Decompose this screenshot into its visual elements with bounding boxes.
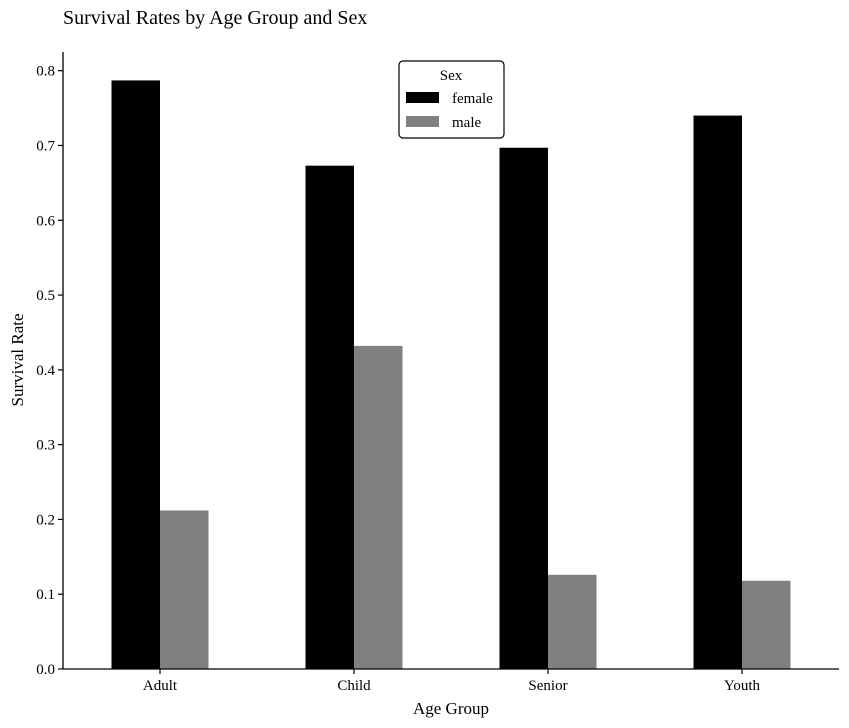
bar-female-senior	[499, 147, 548, 669]
x-tick-label-senior: Senior	[528, 678, 567, 694]
legend-title: Sex	[440, 68, 463, 84]
legend-swatch-female	[406, 92, 439, 103]
legend-label-female: female	[452, 91, 493, 107]
y-tick-label: 0.2	[36, 512, 55, 528]
legend-items: female male	[406, 91, 493, 131]
y-tick-label: 0.5	[36, 288, 55, 304]
y-tick-label: 0.7	[36, 138, 55, 154]
y-ticks: 0.0 0.1 0.2 0.3 0.4 0.5 0.6 0.7 0.8	[36, 64, 63, 678]
bar-female-child	[305, 165, 354, 669]
y-tick-label: 0.4	[36, 363, 55, 379]
bar-male-adult	[160, 510, 209, 669]
bars-layer	[111, 80, 791, 670]
bar-female-youth	[693, 115, 742, 669]
y-tick-label: 0.6	[36, 213, 55, 229]
bar-female-adult	[111, 80, 160, 670]
y-tick-label: 0.3	[36, 438, 55, 454]
legend: Sex female male	[398, 60, 505, 139]
legend-label-male: male	[452, 115, 481, 131]
bar-male-senior	[548, 574, 597, 669]
x-axis-label: Age Group	[413, 699, 489, 718]
x-ticks: Adult Child Senior Youth	[143, 669, 760, 694]
y-tick-label: 0.0	[36, 662, 55, 678]
x-tick-label-adult: Adult	[143, 678, 178, 694]
bar-male-child	[354, 345, 403, 669]
y-tick-label: 0.1	[36, 587, 55, 603]
legend-swatch-male	[406, 116, 439, 127]
chart-title: Survival Rates by Age Group and Sex	[63, 7, 367, 29]
x-tick-label-youth: Youth	[724, 678, 760, 694]
axes	[62, 52, 839, 670]
y-axis-label: Survival Rate	[8, 313, 27, 406]
x-tick-label-child: Child	[337, 678, 371, 694]
bar-male-youth	[742, 580, 791, 669]
y-tick-label: 0.8	[36, 64, 55, 80]
